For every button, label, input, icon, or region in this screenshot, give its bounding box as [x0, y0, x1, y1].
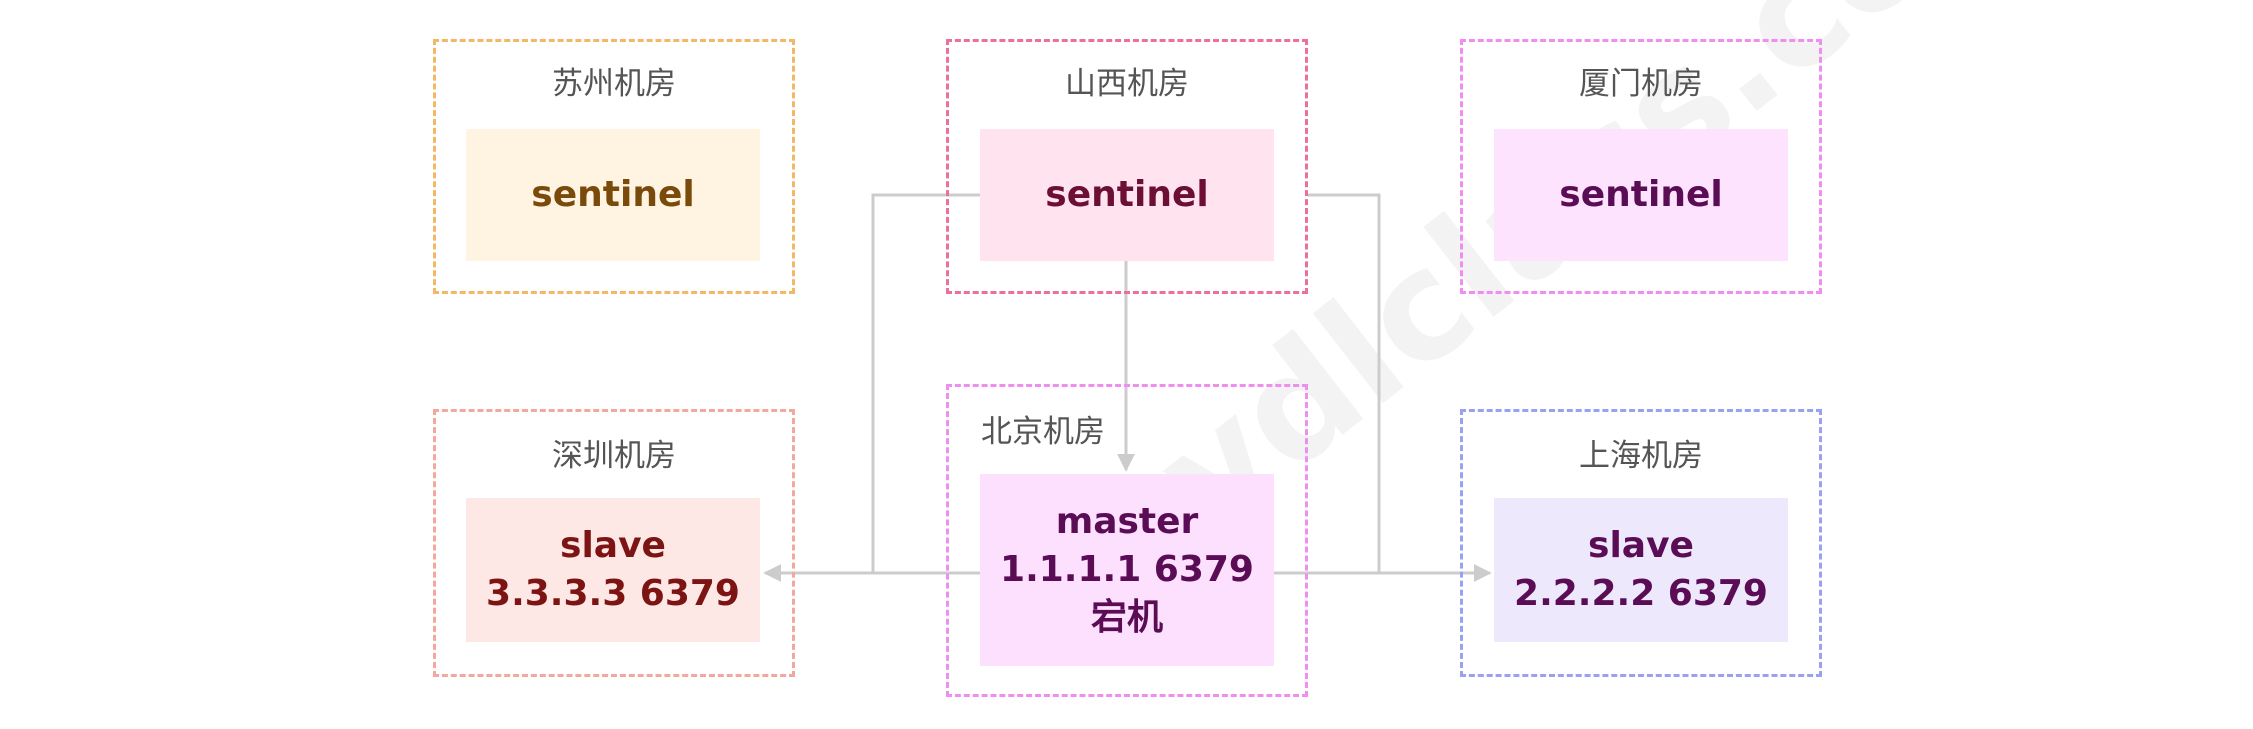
datacenter-beijing: 北京机房 [946, 384, 1308, 697]
node-sentinel-suzhou: sentinel [466, 129, 760, 261]
node-role: master [1055, 501, 1199, 542]
node-address: 2.2.2.2 6379 [1514, 573, 1768, 614]
node-sentinel-shanxi: sentinel [980, 129, 1274, 261]
datacenter-title-suzhou: 苏州机房 [552, 66, 676, 102]
node-label: sentinel [1559, 174, 1723, 215]
datacenter-title-shanxi: 山西机房 [1065, 66, 1189, 102]
node-label: sentinel [531, 174, 695, 215]
datacenter-shanghai: 上海机房 [1460, 409, 1822, 677]
datacenter-title-shenzhen: 深圳机房 [552, 438, 676, 474]
datacenter-title-xiamen: 厦门机房 [1579, 66, 1703, 102]
node-role: slave [560, 525, 666, 566]
node-address: 1.1.1.1 6379 [1000, 549, 1254, 590]
connector-sentinel-right-route [1308, 193, 1381, 573]
node-label: sentinel [1045, 174, 1209, 215]
node-master-beijing: master 1.1.1.1 6379 宕机 [980, 474, 1274, 666]
datacenter-shanxi: 山西机房 [946, 39, 1308, 294]
datacenter-title-beijing: 北京机房 [981, 414, 1105, 450]
node-role: slave [1588, 525, 1694, 566]
datacenter-suzhou: 苏州机房 [433, 39, 795, 294]
datacenter-xiamen: 厦门机房 [1460, 39, 1822, 294]
node-address: 3.3.3.3 6379 [486, 573, 740, 614]
node-slave-shanghai: slave 2.2.2.2 6379 [1494, 498, 1788, 642]
node-sentinel-xiamen: sentinel [1494, 129, 1788, 261]
connector-sentinel-left-route [871, 193, 980, 573]
node-slave-shenzhen: slave 3.3.3.3 6379 [466, 498, 760, 642]
datacenter-title-shanghai: 上海机房 [1579, 438, 1703, 474]
datacenter-shenzhen: 深圳机房 [433, 409, 795, 677]
node-status: 宕机 [1090, 597, 1163, 638]
